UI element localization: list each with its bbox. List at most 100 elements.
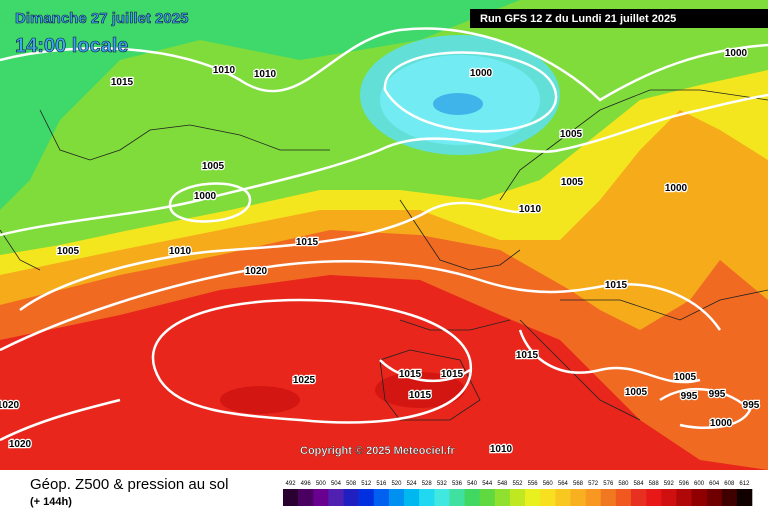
isobar-label: 1005 [674, 372, 697, 383]
field [0, 0, 768, 470]
colorbar-label: 508 [346, 481, 357, 487]
colorbar-swatch [540, 489, 556, 506]
colorbar-swatch [283, 489, 299, 506]
colorbar-swatch [676, 489, 692, 506]
colorbar-swatch [736, 489, 753, 506]
colorbar-label: 524 [407, 481, 418, 487]
isobar-labels: 1015 1010 1010 1000 1000 1005 1005 1005 1000 1000… [0, 47, 761, 457]
colorbar-swatch [721, 489, 738, 506]
colorbar-swatch [434, 489, 450, 506]
colorbar-label: 528 [422, 481, 433, 487]
copyright: Copyright © 2025 Meteociel.fr [300, 445, 456, 457]
isobar-label: 995 [681, 391, 698, 402]
colorbar-swatch [358, 489, 375, 506]
colorbar-label: 576 [603, 481, 614, 487]
colorbar-label: 592 [664, 481, 675, 487]
colorbar-swatch [479, 489, 496, 506]
colorbar-label: 596 [679, 481, 690, 487]
colorbar-swatch [313, 489, 329, 506]
footer-title: Géop. Z500 & pression au sol [30, 476, 228, 493]
isobar-label: 1000 [725, 48, 748, 59]
colorbar-label: 504 [331, 481, 342, 487]
coastlines [0, 89, 768, 421]
colorbar-swatch [298, 489, 314, 506]
colorbar-swatch [525, 489, 541, 506]
isobar-label: 1005 [57, 246, 80, 257]
colorbar-label: 564 [558, 481, 569, 487]
isobar-label: 1015 [605, 280, 628, 291]
isobar-label: 995 [709, 389, 726, 400]
colorbar-label: 552 [512, 481, 523, 487]
colorbar-swatch [343, 489, 359, 506]
isobar-label: 1005 [202, 161, 225, 172]
isobar-label: 995 [743, 400, 760, 411]
colorbar-label: 600 [694, 481, 705, 487]
colorbar-swatch [555, 489, 571, 506]
colorbar-label: 588 [649, 481, 660, 487]
colorbar-label: 516 [376, 481, 387, 487]
isobar-label: 1015 [399, 369, 422, 380]
colorbar-label: 560 [543, 481, 554, 487]
isobar-label: 1020 [245, 266, 268, 277]
colorbar-swatch [706, 489, 723, 506]
colorbar-swatch [388, 489, 405, 506]
colorbar-label: 604 [709, 481, 720, 487]
colorbar-label: 556 [528, 481, 539, 487]
colorbar-swatch [404, 489, 420, 506]
colorbar-label: 512 [361, 481, 372, 487]
isobar-label: 1010 [169, 246, 192, 257]
colorbar-label: 612 [739, 481, 750, 487]
isobar-label: 1015 [441, 369, 464, 380]
isobar-label: 1000 [665, 183, 688, 194]
colorbar-swatch [646, 489, 662, 506]
isobar-label: 1015 [516, 350, 539, 361]
isobar-label: 1015 [409, 390, 432, 401]
colorbar-swatch [585, 489, 602, 506]
colorbar: 492 496 500 504 508 512 516 520 524 528 532 536 540 5… [283, 481, 753, 506]
isobars [0, 27, 768, 442]
isobar-label: 1010 [490, 444, 513, 455]
colorbar-label: 532 [437, 481, 448, 487]
colorbar-swatch [464, 489, 480, 506]
colorbar-label: 496 [301, 481, 312, 487]
isobar-label: 1010 [519, 204, 542, 215]
colorbar-swatch [328, 489, 344, 506]
isobar-label: 1000 [470, 68, 493, 79]
run-info: Run GFS 12 Z du Lundi 21 juillet 2025 [480, 13, 676, 25]
colorbar-swatch [615, 489, 632, 506]
colorbar-swatch [373, 489, 390, 506]
isobar-label: 1000 [710, 418, 733, 429]
colorbar-label: 568 [573, 481, 584, 487]
colorbar-label: 608 [724, 481, 735, 487]
isobar-label: 1010 [254, 69, 277, 80]
colorbar-swatch [449, 489, 465, 506]
isobar-label: 1005 [560, 129, 583, 140]
footer-lead: (+ 144h) [30, 496, 72, 508]
colorbar-label: 548 [497, 481, 508, 487]
forecast-time: 14:00 locale [15, 35, 128, 57]
colorbar-swatch [419, 489, 435, 506]
colorbar-label: 540 [467, 481, 478, 487]
colorbar-label: 584 [634, 481, 645, 487]
isobar-label: 1020 [0, 400, 20, 411]
isobar-label: 1000 [194, 191, 217, 202]
colorbar-label: 580 [618, 481, 629, 487]
colorbar-swatch [570, 489, 586, 506]
colorbar-swatch [494, 489, 511, 506]
isobar-label: 1015 [111, 77, 134, 88]
isobar-label: 1010 [213, 65, 236, 76]
colorbar-swatch [630, 489, 647, 506]
colorbar-label: 544 [482, 481, 493, 487]
isobar-label: 1005 [625, 387, 648, 398]
colorbar-label: 520 [391, 481, 402, 487]
isobar-label: 1015 [296, 237, 319, 248]
colorbar-swatch [691, 489, 707, 506]
colorbar-label: 500 [316, 481, 327, 487]
colorbar-swatch [661, 489, 677, 506]
colorbar-swatch [600, 489, 617, 506]
isobar-label: 1025 [293, 375, 316, 386]
run-banner [470, 9, 768, 28]
colorbar-label: 536 [452, 481, 463, 487]
